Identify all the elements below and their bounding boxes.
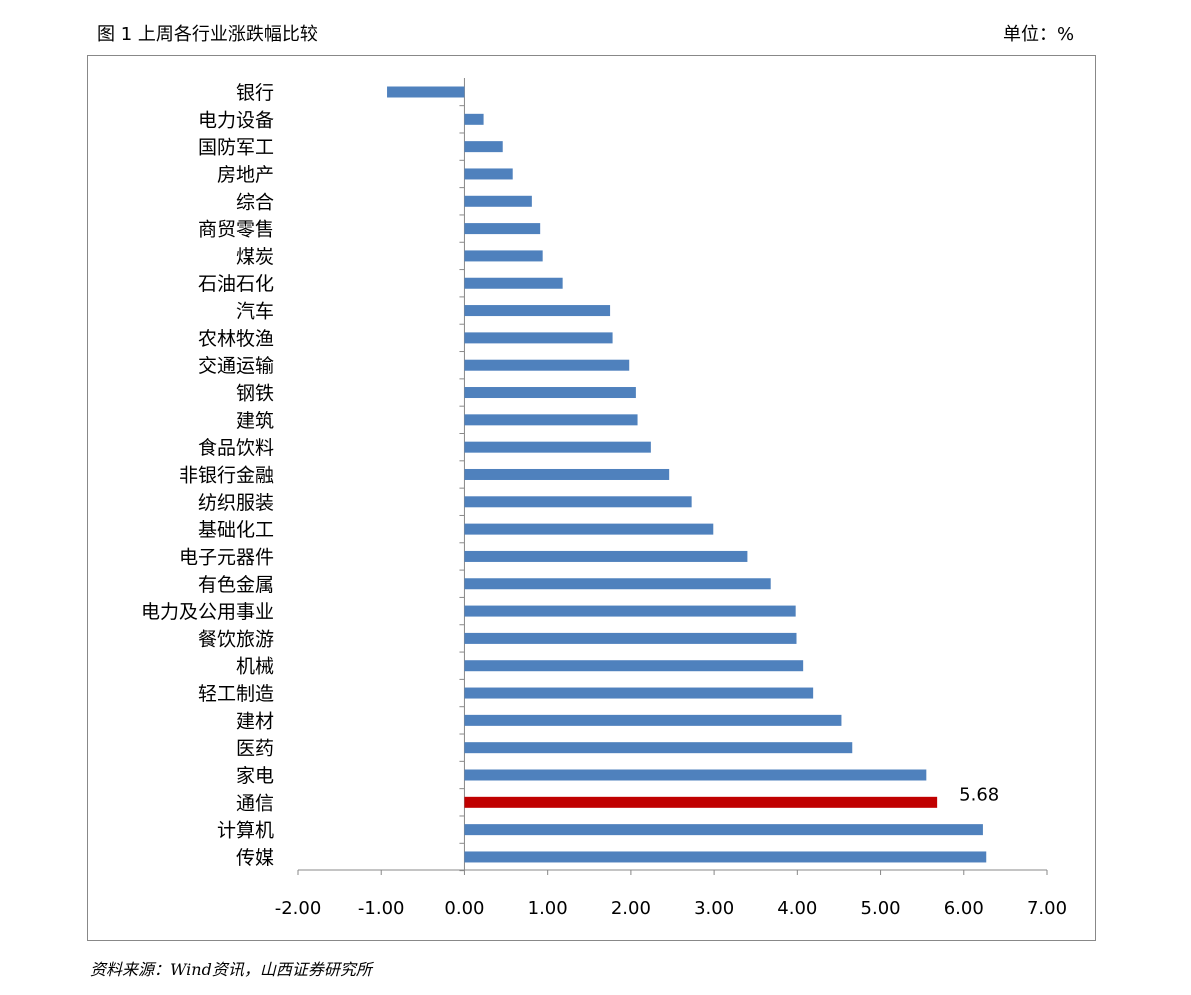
bar xyxy=(464,250,543,262)
category-label: 基础化工 xyxy=(198,519,274,541)
category-label: 电力设备 xyxy=(198,109,274,131)
x-tick-label: 6.00 xyxy=(944,898,984,919)
figure-title: 图 1 上周各行业涨跌幅比较 xyxy=(97,24,318,45)
category-label: 国防军工 xyxy=(198,137,274,159)
category-label: 医药 xyxy=(236,738,274,760)
category-label: 石油石化 xyxy=(198,273,274,295)
category-label: 通信 xyxy=(236,792,274,814)
category-label: 交通运输 xyxy=(198,355,274,377)
x-tick-label: 0.00 xyxy=(444,898,484,919)
bar xyxy=(464,796,938,808)
category-label: 建筑 xyxy=(236,410,274,432)
category-label: 建材 xyxy=(236,710,274,732)
bar xyxy=(464,687,814,699)
x-tick-label: 5.00 xyxy=(861,898,901,919)
bar xyxy=(464,824,983,836)
bar xyxy=(464,359,630,371)
bar xyxy=(464,168,513,180)
unit-label: 单位：% xyxy=(1003,24,1075,45)
chart-frame xyxy=(87,55,1096,941)
x-tick-label: 1.00 xyxy=(528,898,568,919)
bar xyxy=(464,769,927,781)
category-label: 综合 xyxy=(236,191,274,213)
category-label: 有色金属 xyxy=(198,574,274,596)
category-label: 银行 xyxy=(236,82,274,104)
bar xyxy=(464,387,636,399)
x-tick-label: 2.00 xyxy=(611,898,651,919)
source-note: 资料来源：Wind资讯，山西证券研究所 xyxy=(90,960,372,979)
bar xyxy=(464,550,748,562)
bar xyxy=(464,441,651,453)
category-label: 纺织服装 xyxy=(198,492,274,514)
bar xyxy=(464,195,532,207)
category-label: 钢铁 xyxy=(236,383,274,405)
bar xyxy=(464,714,842,726)
category-label: 餐饮旅游 xyxy=(198,628,274,650)
bar xyxy=(464,468,670,480)
category-label: 农林牧渔 xyxy=(198,328,274,350)
category-label: 电力及公用事业 xyxy=(141,601,274,623)
bar xyxy=(464,141,503,153)
bar xyxy=(387,86,465,98)
x-tick-label: -2.00 xyxy=(275,898,322,919)
bar xyxy=(464,660,804,672)
data-label: 5.68 xyxy=(959,784,999,805)
category-label: 传媒 xyxy=(236,847,274,869)
x-tick-label: 4.00 xyxy=(777,898,817,919)
bar xyxy=(464,223,541,235)
bar xyxy=(464,496,692,508)
category-label: 计算机 xyxy=(217,820,274,842)
category-label: 家电 xyxy=(236,765,274,787)
category-label: 轻工制造 xyxy=(198,683,274,705)
bar xyxy=(464,414,638,426)
bar xyxy=(464,332,613,344)
category-label: 商贸零售 xyxy=(198,219,274,241)
category-label: 房地产 xyxy=(217,164,274,186)
category-label: 食品饮料 xyxy=(198,437,274,459)
bar xyxy=(464,632,797,644)
x-tick-label: 3.00 xyxy=(694,898,734,919)
x-tick-label: -1.00 xyxy=(358,898,405,919)
bar xyxy=(464,578,771,590)
category-label: 机械 xyxy=(236,656,274,678)
bar xyxy=(464,113,484,125)
bar xyxy=(464,605,796,617)
category-label: 电子元器件 xyxy=(179,546,274,568)
bar xyxy=(464,305,611,317)
bar xyxy=(464,742,853,754)
bar xyxy=(464,851,987,863)
category-label: 汽车 xyxy=(236,301,274,323)
category-label: 煤炭 xyxy=(236,246,274,268)
bar xyxy=(464,277,563,289)
category-label: 非银行金融 xyxy=(179,464,274,486)
bar xyxy=(464,523,714,535)
x-tick-label: 7.00 xyxy=(1027,898,1067,919)
